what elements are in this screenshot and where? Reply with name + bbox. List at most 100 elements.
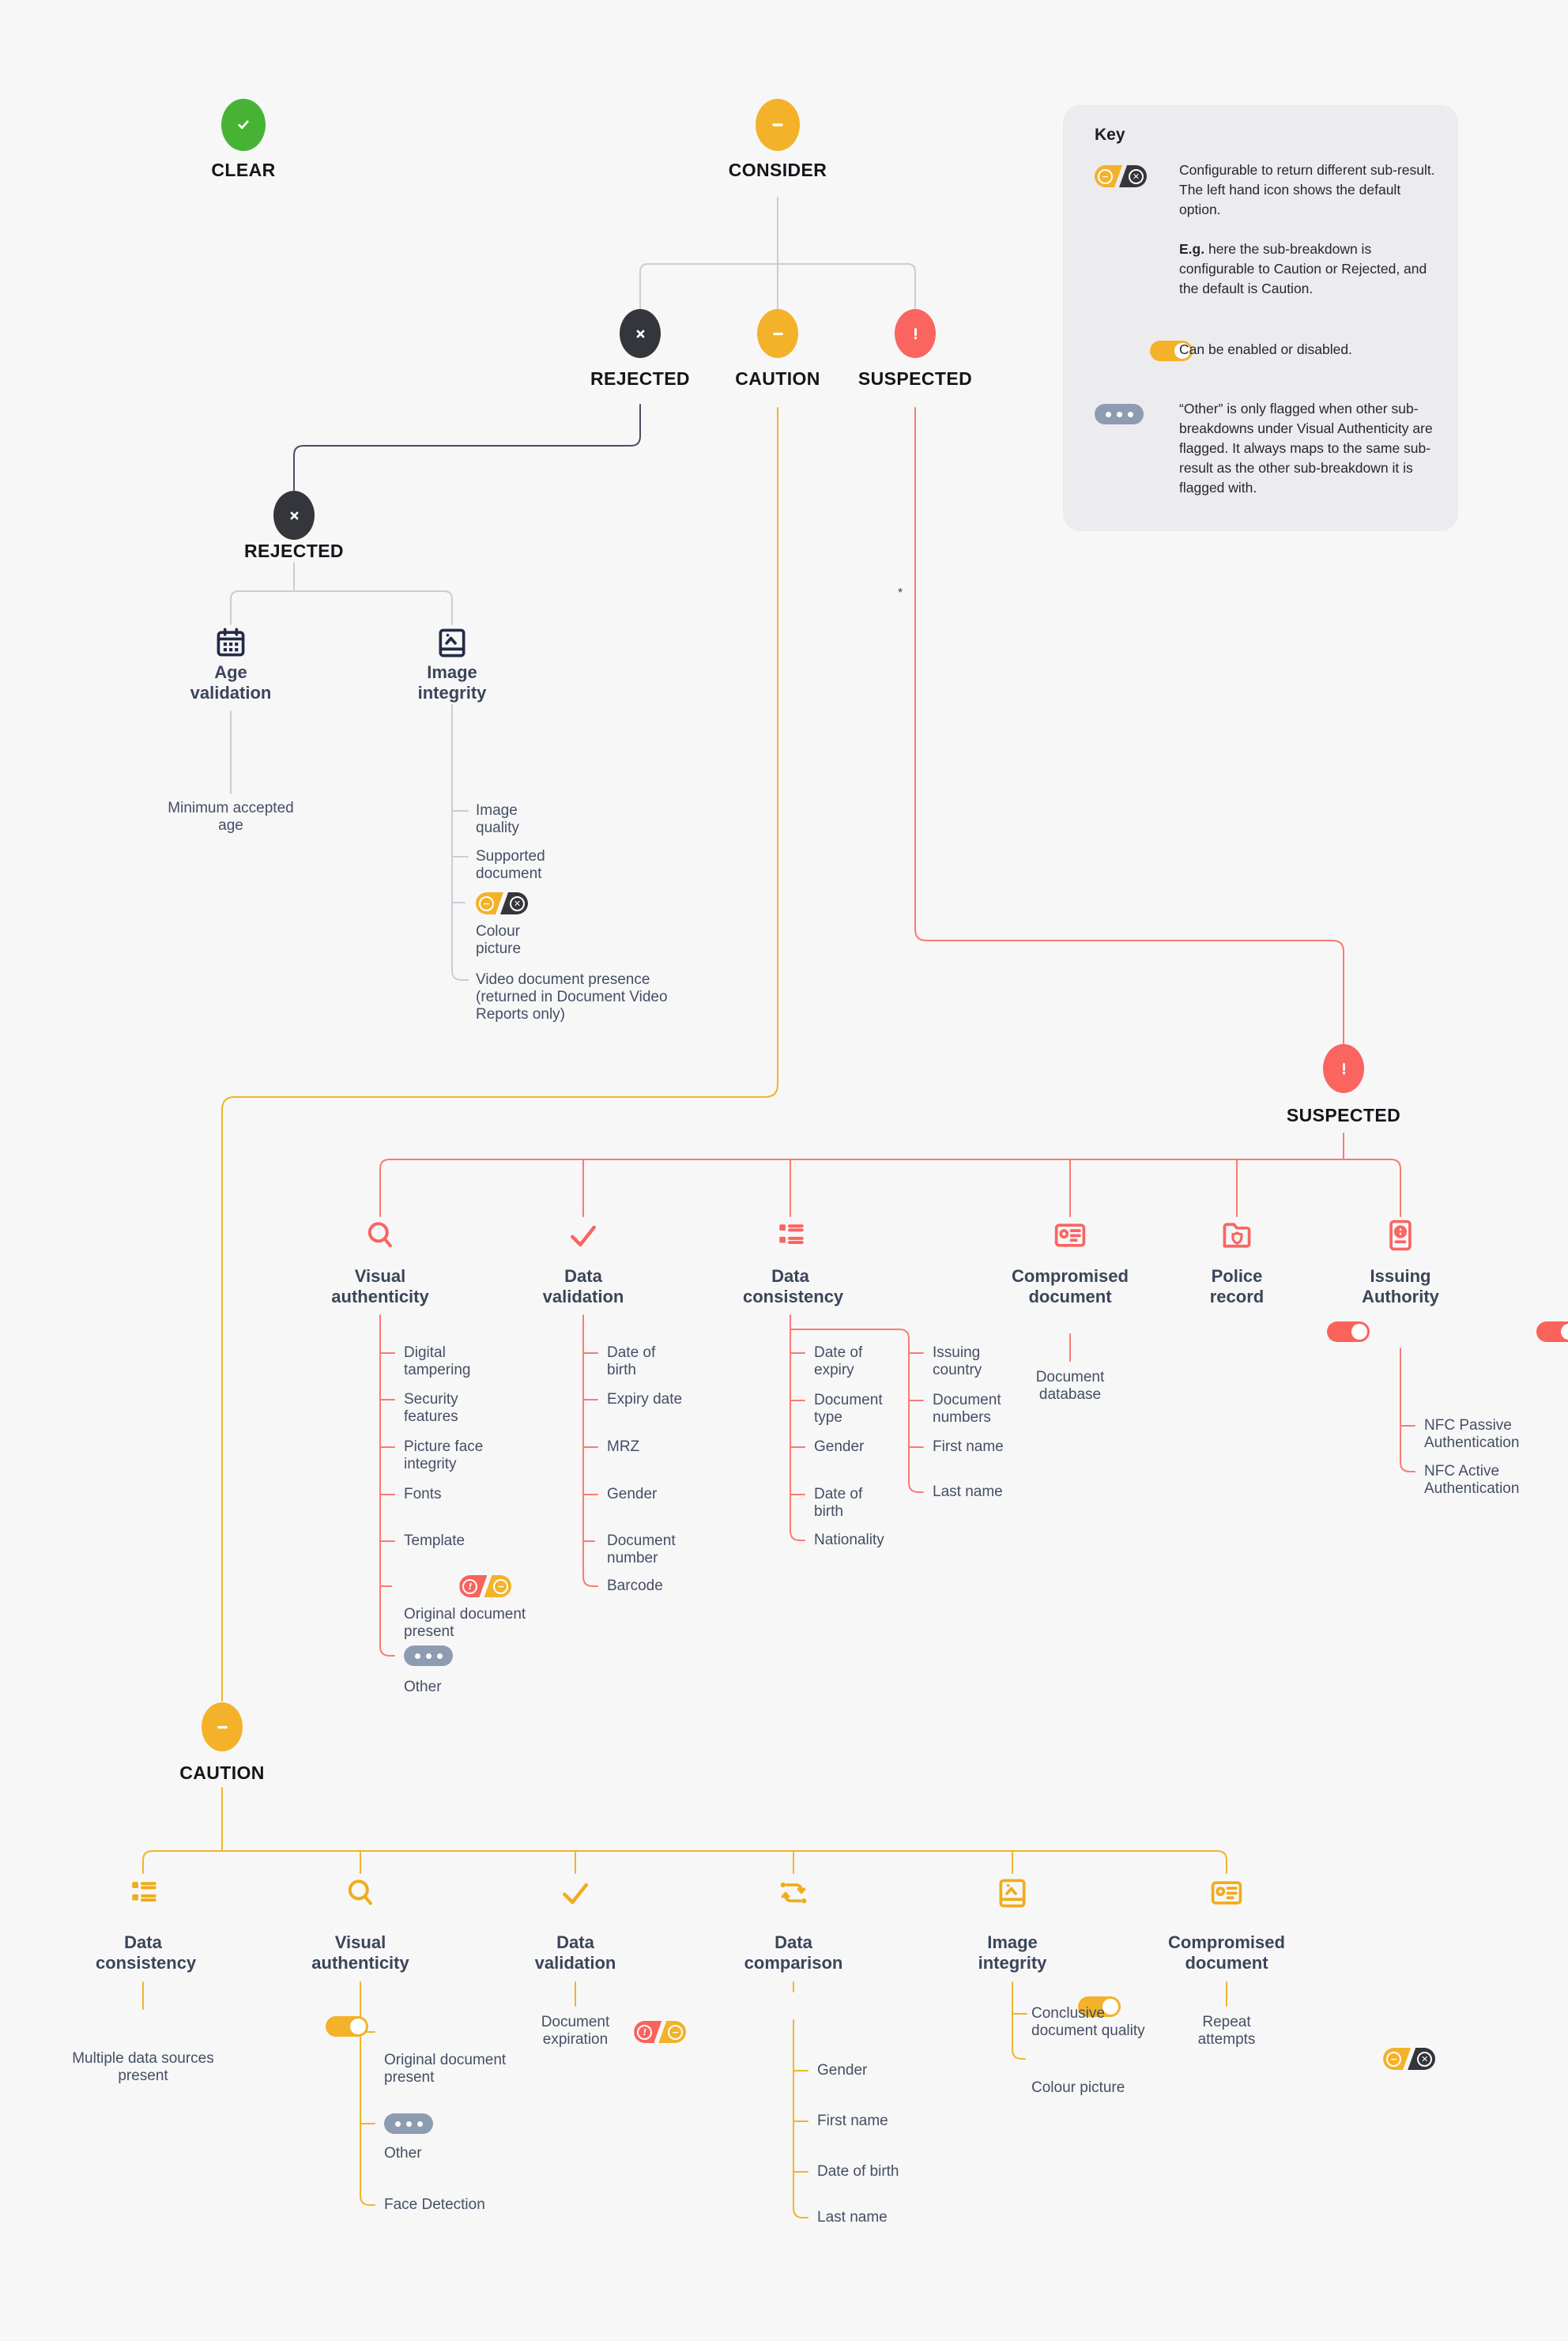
sub-item: Minimum accepted age xyxy=(168,800,294,834)
list-item: Template xyxy=(404,1532,466,1549)
key-toggle-text: Can be enabled or disabled. xyxy=(1179,341,1352,357)
node-rejected xyxy=(620,309,661,358)
list-item: Date of expiry xyxy=(814,1344,863,1378)
data-consistency-toggle[interactable] xyxy=(325,2016,368,2037)
toggle-option-caution: − xyxy=(658,2021,687,2043)
category-data-validation: Data validation xyxy=(534,1932,616,1973)
list-item: Colour picture xyxy=(1031,2079,1125,2096)
list-item: Original document present xyxy=(404,1606,526,1640)
minus-icon xyxy=(217,1725,228,1728)
x-icon xyxy=(636,330,644,337)
category-visual-authenticity: Visual authenticity xyxy=(311,1932,409,1973)
list-item: Document numbers xyxy=(933,1392,1001,1426)
police-record-toggle[interactable] xyxy=(1326,1321,1370,1342)
toggle-option-caution: − xyxy=(1095,165,1122,187)
node-suspected-2 xyxy=(1323,1044,1364,1093)
key-example-bold: E.g. xyxy=(1179,241,1205,257)
key-example-rest: here the sub-breakdown is configurable t… xyxy=(1179,241,1427,296)
node-caution-2-label: CAUTION xyxy=(179,1762,265,1783)
node-suspected-2-label: SUSPECTED xyxy=(1286,1105,1401,1125)
key-other-text: “Other” is only flagged when other sub-b… xyxy=(1179,401,1433,496)
list-item: Fonts xyxy=(404,1486,442,1502)
sub-item: Document expiration xyxy=(541,2014,610,2048)
category-compromised-document: Compromised document xyxy=(1168,1932,1285,1973)
other-dots-pill[interactable] xyxy=(404,1645,453,1666)
list-item: Original document present xyxy=(384,2052,507,2086)
sub-item: Multiple data sources present xyxy=(72,2050,214,2084)
exclamation-icon: ! xyxy=(462,1579,477,1594)
list-item: Document number xyxy=(607,1532,676,1566)
list-item: NFC Passive Authentication xyxy=(1424,1417,1520,1451)
node-consider xyxy=(756,99,800,151)
checkmark-icon xyxy=(566,1218,601,1253)
list-item: NFC Active Authentication xyxy=(1424,1463,1520,1497)
list-item: Gender xyxy=(607,1486,658,1502)
image-icon xyxy=(999,1879,1026,1908)
list-item: Security features xyxy=(404,1391,458,1425)
data-comparison-toggle[interactable] xyxy=(1077,1996,1121,2017)
search-icon xyxy=(343,1875,378,1910)
footnote-mark: * xyxy=(898,586,903,600)
minus-icon xyxy=(772,123,783,126)
sync-icon xyxy=(778,1880,808,1906)
list-icon xyxy=(126,1875,160,1910)
toggle-option-caution: − xyxy=(1383,2048,1411,2070)
split-toggle-caution-rejected[interactable]: − ✕ xyxy=(1383,2048,1436,2070)
node-suspected-label: SUSPECTED xyxy=(858,368,973,389)
list-item: First name xyxy=(817,2113,888,2129)
minus-icon: − xyxy=(493,1578,509,1594)
key-toggle[interactable] xyxy=(1150,341,1193,361)
list-item: Picture face integrity xyxy=(404,1438,484,1472)
list-item: Supported document xyxy=(476,848,545,882)
split-toggle-suspected-caution[interactable]: ! − xyxy=(634,2021,687,2043)
node-clear-label: CLEAR xyxy=(211,160,276,180)
category-data-validation: Data validation xyxy=(542,1266,624,1306)
toggle-option-caution: − xyxy=(484,1575,512,1597)
toggle-option-caution: − xyxy=(476,892,503,914)
node-caution-2 xyxy=(202,1702,243,1751)
category-compromised-document: Compromised document xyxy=(1012,1266,1129,1306)
list-item: Digital tampering xyxy=(404,1344,471,1378)
calendar-icon xyxy=(217,628,245,657)
x-icon: ✕ xyxy=(510,895,525,911)
list-item: Date of birth xyxy=(607,1344,656,1378)
category-data-consistency: Data consistency xyxy=(96,1932,197,1973)
node-caution-label: CAUTION xyxy=(735,368,820,389)
toggle-option-suspected: ! xyxy=(459,1575,487,1597)
minus-icon: − xyxy=(668,2024,684,2040)
issuing-authority-toggle[interactable] xyxy=(1536,1321,1568,1342)
toggle-option-rejected: ✕ xyxy=(500,892,528,914)
list-item: Date of birth xyxy=(814,1486,863,1520)
node-clear xyxy=(221,99,266,151)
x-icon: ✕ xyxy=(1417,2051,1433,2067)
split-toggle-suspected-caution[interactable]: ! − xyxy=(459,1575,512,1597)
key-other-dots-pill[interactable] xyxy=(1095,404,1144,424)
split-toggle-caution-rejected[interactable]: − ✕ xyxy=(476,892,528,914)
list-item: Date of birth xyxy=(817,2163,899,2180)
list-item: Document type xyxy=(814,1392,883,1426)
x-icon xyxy=(290,511,298,519)
split-toggle-caution-rejected[interactable]: − ✕ xyxy=(1095,165,1147,187)
checkmark-icon xyxy=(558,1875,593,1910)
list-icon xyxy=(773,1218,808,1253)
exclamation-icon xyxy=(912,327,918,341)
id-card-icon xyxy=(1054,1223,1086,1247)
category-image-integrity: Image integrity xyxy=(417,662,487,703)
node-rejected-2 xyxy=(273,491,315,540)
list-item: Issuing country xyxy=(933,1344,982,1378)
category-visual-authenticity: Visual authenticity xyxy=(331,1266,429,1306)
list-item: Other xyxy=(404,1679,442,1695)
node-caution xyxy=(757,309,798,358)
other-dots-pill[interactable] xyxy=(384,2113,433,2134)
minus-icon: − xyxy=(1098,169,1113,184)
list-item: Last name xyxy=(933,1483,1003,1500)
node-rejected-label: REJECTED xyxy=(590,368,690,389)
category-data-comparison: Data comparison xyxy=(744,1932,843,1973)
list-item: First name xyxy=(933,1438,1004,1455)
list-item: Gender xyxy=(814,1438,865,1455)
list-item: Barcode xyxy=(607,1578,663,1594)
key-title: Key xyxy=(1095,126,1125,144)
folder-shield-icon xyxy=(1223,1223,1251,1248)
